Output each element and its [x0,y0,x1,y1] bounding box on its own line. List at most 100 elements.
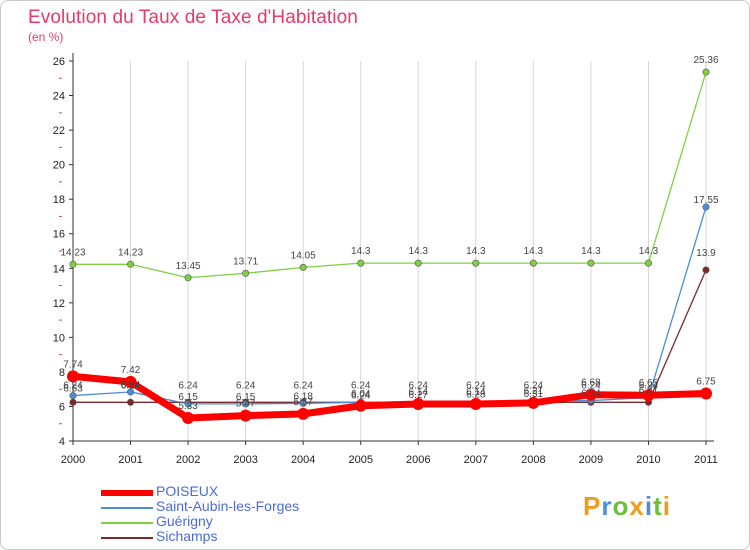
data-label: 13.45 [176,261,201,272]
x-tick-label: 2004 [291,454,315,466]
data-label: 14.23 [60,247,85,258]
legend-swatch [101,490,153,496]
legend-item: Sichamps [101,528,401,544]
data-point [357,259,365,267]
data-label: 6.24 [466,380,486,391]
data-label: 14.05 [291,250,316,261]
data-point [127,398,135,406]
y-tick-label: 8 [59,367,65,379]
data-label: 6.24 [178,380,198,391]
legend-swatch [101,522,153,524]
data-point [702,203,710,211]
data-point [124,375,137,388]
series-poiseux [67,370,712,425]
series-sichamps [69,266,710,406]
data-point [69,398,77,406]
data-point [297,407,310,420]
series-saint-aubin-les-forges [69,203,710,408]
y-axis-unit: (en %) [28,30,64,44]
y-tick-label: 14 [53,263,65,275]
data-label: 13.9 [696,248,716,259]
data-point [642,389,655,402]
y-tick-label: 16 [53,229,65,241]
data-label: 6.24 [524,380,544,391]
legend-label: Sichamps [156,528,218,544]
data-label: 6.84 [121,380,141,391]
legend-swatch [101,507,153,509]
series-line [69,372,710,422]
data-point [702,68,710,76]
data-point [127,388,135,396]
x-tick-label: 2007 [464,454,488,466]
legend-label: POISEUX [156,483,219,499]
data-point [242,269,250,277]
legend: POISEUX Saint-Aubin-les-Forges Guérigny Sic… [101,483,401,544]
logo-letter: i [644,491,654,521]
data-point [469,398,482,411]
legend-label: Guérigny [156,513,213,529]
data-label: 6.15 [178,392,198,403]
data-label: 6.24 [409,380,429,391]
data-point [587,259,595,267]
data-point [584,388,597,401]
data-point [184,274,192,282]
data-label: 6.24 [63,380,83,391]
y-tick-label: 12 [53,298,65,310]
data-point [69,392,77,400]
legend-swatch [101,537,153,539]
data-point [412,398,425,411]
data-label: 5.47 [236,399,256,410]
data-label: 6.24 [293,380,313,391]
data-label: 6.24 [121,380,141,391]
data-point [529,259,537,267]
data-label: 6.34 [581,389,601,400]
data-label: 5.33 [178,401,198,412]
data-point [242,400,250,408]
data-label: 5.57 [293,397,313,408]
data-label: 6.28 [466,390,486,401]
y-tick-label: 20 [53,160,65,172]
x-tick-label: 2010 [636,454,660,466]
series-line [72,206,707,405]
x-tick-label: 2008 [521,454,545,466]
data-point [127,260,135,268]
x-tick-label: 2009 [579,454,603,466]
logo-letter: t [653,491,663,521]
logo-letter: x [629,491,645,521]
logo-letter: P [583,491,602,521]
y-tick-label: 24 [53,91,65,103]
data-label: 6.75 [696,377,716,388]
proxiti-logo: Proxiti [583,491,671,522]
legend-label: Saint-Aubin-les-Forges [156,498,300,514]
data-label: 6.24 [351,380,371,391]
data-label: 17.55 [693,195,718,206]
legend-item: Guérigny [101,513,401,529]
data-label: 6.24 [639,380,659,391]
data-label: 6.15 [236,392,256,403]
data-point [299,263,307,271]
data-point [527,396,540,409]
data-label: 6.31 [524,389,544,400]
data-label: 6.14 [466,387,486,398]
y-tick-label: 10 [53,332,65,344]
data-label: 25.36 [693,55,718,66]
y-tick-label: 4 [59,436,65,448]
data-label: 14.3 [409,246,429,257]
data-point [69,260,77,268]
data-label: 6.24 [351,390,371,401]
data-point [472,259,480,267]
data-label: 6.24 [236,380,256,391]
data-label: 14.3 [524,246,544,257]
data-label: 6.24 [581,380,601,391]
data-label: 6.68 [581,378,601,389]
data-label: 6.14 [409,387,429,398]
series-line [72,71,707,279]
logo-letter: r [601,491,613,521]
x-tick-label: 2011 [694,454,718,466]
data-label: 6.18 [293,391,313,402]
x-tick-label: 2000 [61,454,85,466]
data-label: 6.63 [63,384,83,395]
data-label: 14.3 [639,246,659,257]
data-label: 7.42 [121,365,141,376]
